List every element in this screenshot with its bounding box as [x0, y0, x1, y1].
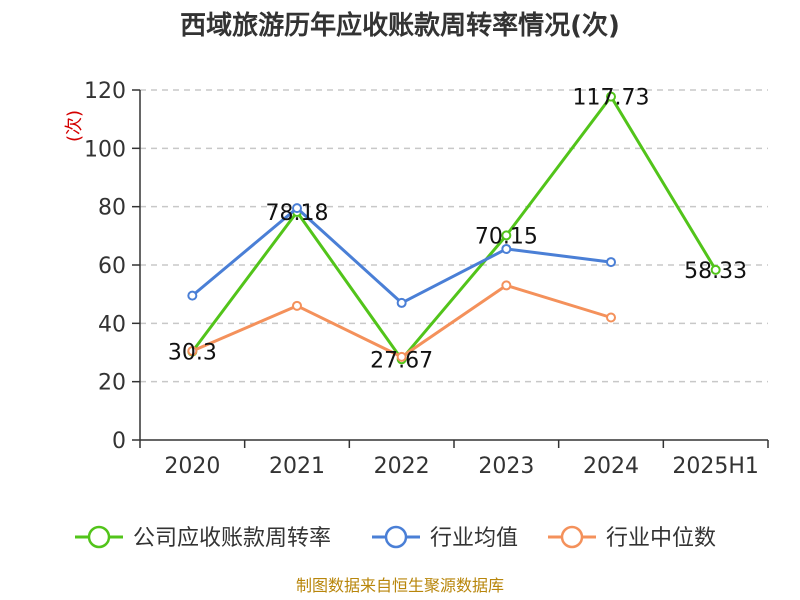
- data-point: [187, 346, 198, 357]
- x-tick-label: 2022: [374, 454, 430, 479]
- x-tick-label: 2020: [164, 454, 220, 479]
- y-axis-label: (次): [64, 110, 85, 142]
- legend-swatch-marker: [560, 525, 584, 549]
- data-labels: 30.3 78.18 27.67 70.15 117.73 58.33: [168, 86, 747, 374]
- data-label: 30.3: [168, 341, 217, 366]
- legend-label: 公司应收账款周转率: [133, 526, 331, 551]
- y-tick-label: 60: [98, 254, 126, 279]
- legend-item-0[interactable]: 公司应收账款周转率: [75, 525, 331, 551]
- data-point: [292, 300, 302, 311]
- source-note: 制图数据来自恒生聚源数据库: [296, 576, 504, 595]
- legend-item-2[interactable]: 行业中位数: [548, 525, 716, 551]
- legend-swatch-marker: [87, 525, 111, 549]
- y-tick-label: 40: [98, 312, 126, 337]
- chart-title: 西域旅游历年应收账款周转率情况(次): [180, 10, 620, 41]
- data-point: [501, 280, 512, 291]
- y-tick-label: 80: [98, 196, 126, 221]
- data-point: [606, 312, 616, 323]
- data-label: 70.15: [475, 224, 538, 249]
- legend-swatch-marker: [384, 525, 408, 549]
- y-tick-label: 120: [84, 79, 126, 104]
- data-label: 117.73: [573, 86, 650, 111]
- y-tick-label: 100: [84, 137, 126, 162]
- data-point: [396, 351, 407, 362]
- data-point: [710, 264, 721, 275]
- series-line-1: [191, 206, 612, 305]
- legend-item-1[interactable]: 行业均值: [372, 525, 518, 551]
- series-layer: [187, 91, 721, 365]
- data-label: 58.33: [684, 259, 747, 284]
- data-point: [606, 257, 616, 268]
- data-point: [292, 203, 302, 214]
- data-point: [501, 230, 512, 241]
- axes: 0 20 40 60 80 100 120 2020 2021 2022 2023 2024 2025H…: [84, 79, 769, 479]
- data-point: [187, 290, 198, 301]
- grid: [140, 89, 768, 383]
- data-label: 27.67: [370, 348, 433, 373]
- legend[interactable]: 公司应收账款周转率 行业均值 行业中位数: [75, 525, 716, 551]
- series-line-0: [191, 95, 717, 361]
- data-label: 78.18: [266, 201, 329, 226]
- legend-label: 行业均值: [430, 526, 518, 551]
- y-tick-label: 0: [112, 429, 126, 454]
- legend-label: 行业中位数: [606, 526, 716, 551]
- x-tick-label: 2025H1: [672, 454, 759, 479]
- x-tick-label: 2024: [583, 454, 639, 479]
- x-tick-label: 2021: [269, 454, 325, 479]
- series-line-2: [191, 283, 612, 359]
- data-point: [501, 243, 512, 254]
- x-tick-label: 2023: [478, 454, 534, 479]
- data-point: [396, 297, 407, 308]
- data-point: [606, 91, 616, 102]
- y-tick-label: 20: [98, 371, 126, 396]
